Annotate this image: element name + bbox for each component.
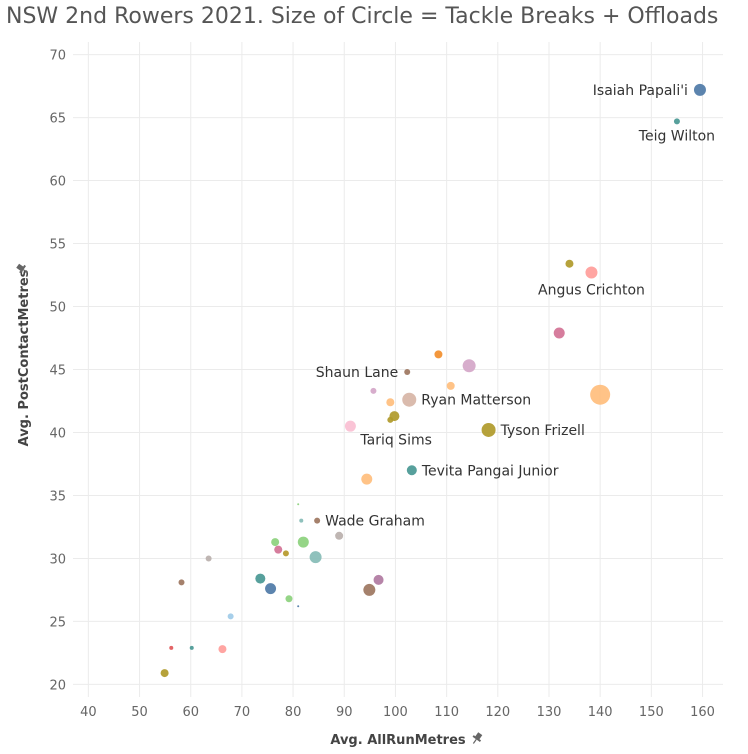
x-axis-ticks: 40 50 60 70 80 90 100 110 120 130 140 150 160 — [80, 705, 715, 720]
data-point[interactable] — [406, 465, 417, 476]
data-point[interactable] — [693, 83, 706, 96]
point-label: Teig Wilton — [638, 128, 715, 144]
y-tick-label: 65 — [49, 112, 66, 127]
x-tick-label: 130 — [537, 705, 562, 720]
data-point[interactable] — [178, 579, 185, 586]
data-point[interactable] — [274, 545, 283, 554]
point-labels: Isaiah Papali'i Teig Wilton Angus Crichton… — [316, 83, 715, 530]
chart-title: NSW 2nd Rowers 2021. Size of Circle = Ta… — [6, 4, 719, 29]
x-tick-label: 70 — [234, 705, 251, 720]
data-point[interactable] — [361, 473, 373, 485]
data-point[interactable] — [297, 536, 309, 548]
x-tick-label: 110 — [434, 705, 459, 720]
point-label: Isaiah Papali'i — [593, 83, 688, 99]
point-label: Ryan Matterson — [421, 393, 531, 409]
y-axis-title-group[interactable]: Avg. PostContactMetres — [15, 262, 32, 446]
data-point[interactable] — [590, 384, 611, 405]
data-point[interactable] — [299, 518, 304, 523]
y-tick-label: 40 — [49, 426, 66, 441]
point-label: Tariq Sims — [359, 433, 432, 449]
data-point[interactable] — [585, 266, 598, 279]
data-point[interactable] — [160, 669, 169, 678]
point-label: Tevita Pangai Junior — [421, 463, 559, 479]
point-label: Wade Graham — [325, 514, 425, 530]
data-point[interactable] — [297, 605, 300, 608]
y-tick-label: 60 — [49, 175, 66, 190]
point-label: Tyson Frizell — [500, 423, 585, 439]
data-point[interactable] — [297, 503, 300, 506]
x-tick-label: 140 — [588, 705, 613, 720]
y-tick-label: 55 — [49, 238, 66, 253]
x-tick-label: 100 — [383, 705, 408, 720]
data-point[interactable] — [314, 517, 321, 524]
x-axis-title: Avg. AllRunMetres — [330, 733, 466, 748]
data-point[interactable] — [386, 398, 395, 407]
point-label: Shaun Lane — [316, 365, 398, 381]
data-point[interactable] — [169, 645, 174, 650]
data-point[interactable] — [370, 387, 377, 394]
x-tick-label: 90 — [336, 705, 353, 720]
x-tick-label: 40 — [80, 705, 97, 720]
data-point[interactable] — [335, 531, 344, 540]
data-point[interactable] — [553, 327, 565, 339]
y-tick-label: 45 — [49, 364, 66, 379]
y-tick-label: 30 — [49, 552, 66, 567]
data-point[interactable] — [218, 645, 227, 654]
data-point[interactable] — [271, 538, 280, 547]
data-point[interactable] — [481, 422, 496, 437]
data-point[interactable] — [565, 259, 574, 268]
x-tick-label: 60 — [182, 705, 199, 720]
point-label: Angus Crichton — [538, 283, 645, 299]
y-tick-label: 20 — [49, 678, 66, 693]
data-point[interactable] — [673, 118, 680, 125]
data-point[interactable] — [227, 613, 234, 620]
data-points[interactable] — [160, 83, 706, 678]
data-point[interactable] — [462, 359, 476, 373]
data-point[interactable] — [373, 574, 384, 585]
y-tick-label: 50 — [49, 301, 66, 316]
data-point[interactable] — [344, 420, 356, 432]
data-point[interactable] — [387, 416, 394, 423]
x-tick-label: 120 — [485, 705, 510, 720]
x-axis-title-group[interactable]: Avg. AllRunMetres — [330, 731, 484, 748]
data-point[interactable] — [205, 555, 212, 562]
pin-icon[interactable] — [15, 262, 30, 276]
pin-icon[interactable] — [470, 731, 484, 746]
gridlines — [73, 42, 723, 697]
data-point[interactable] — [265, 583, 277, 595]
y-axis-title: Avg. PostContactMetres — [17, 269, 32, 446]
data-point[interactable] — [404, 369, 411, 376]
data-point[interactable] — [189, 645, 194, 650]
y-tick-label: 25 — [49, 615, 66, 630]
x-tick-label: 50 — [131, 705, 148, 720]
data-point[interactable] — [285, 595, 293, 603]
x-tick-label: 80 — [285, 705, 302, 720]
data-point[interactable] — [282, 550, 289, 557]
data-point[interactable] — [255, 573, 266, 584]
y-tick-label: 35 — [49, 489, 66, 504]
data-point[interactable] — [446, 381, 455, 390]
x-tick-label: 160 — [690, 705, 715, 720]
data-point[interactable] — [434, 350, 443, 359]
x-tick-label: 150 — [639, 705, 664, 720]
y-tick-label: 70 — [49, 49, 66, 64]
data-point[interactable] — [363, 583, 376, 596]
data-point[interactable] — [309, 551, 322, 564]
y-axis-ticks: 20 25 30 35 40 45 50 55 60 65 70 — [49, 49, 66, 694]
data-point[interactable] — [402, 392, 417, 407]
